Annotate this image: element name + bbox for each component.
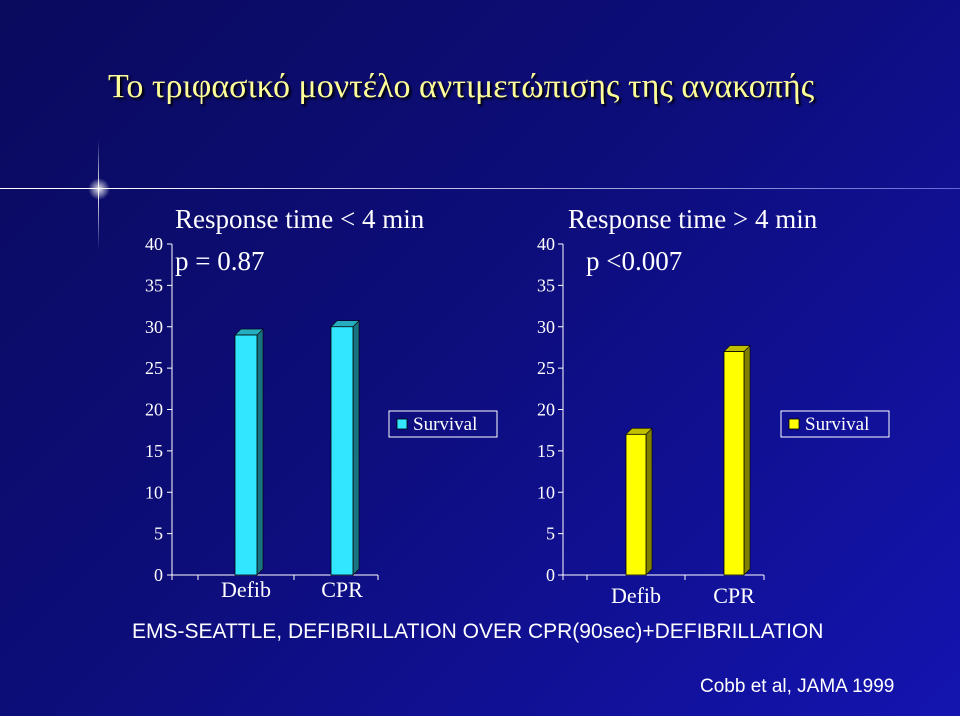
y-tick-label: 30	[145, 317, 163, 337]
chart-title: Response time < 4 min	[175, 204, 425, 234]
y-tick-label: 0	[546, 565, 555, 585]
y-tick-label: 35	[537, 275, 555, 295]
y-tick-label: 40	[537, 234, 555, 254]
y-tick-label: 0	[154, 565, 163, 585]
title-divider-line	[0, 188, 960, 189]
y-tick-label: 5	[154, 524, 163, 544]
slide-title: Το τριφασικό μοντέλο αντιμετώπισης της α…	[108, 68, 815, 105]
bar-side	[743, 344, 751, 576]
y-tick-label: 20	[145, 400, 163, 420]
bar-cpr	[723, 351, 745, 576]
y-tick-label: 10	[145, 482, 163, 502]
legend-label: Survival	[805, 414, 869, 435]
chart-subtitle: p = 0.87	[175, 246, 264, 276]
footer-note: EMS-SEATTLE, DEFIBRILLATION OVER CPR(90s…	[132, 620, 824, 643]
y-tick-label: 35	[145, 275, 163, 295]
bar-side	[352, 320, 360, 576]
bar-side	[645, 427, 653, 576]
x-tick-label: CPR	[713, 583, 755, 608]
bar-side	[256, 328, 264, 576]
legend-label: Survival	[413, 414, 477, 435]
y-tick-label: 15	[145, 441, 163, 461]
x-tick-label: CPR	[321, 577, 363, 602]
decorative-sparkle	[88, 178, 110, 200]
y-tick-label: 25	[145, 358, 163, 378]
x-tick-label: Defib	[221, 577, 271, 602]
citation: Cobb et al, JAMA 1999	[700, 676, 895, 697]
y-tick-label: 20	[537, 400, 555, 420]
bar-cpr	[330, 326, 354, 576]
legend-swatch	[788, 418, 800, 430]
legend-box	[780, 410, 890, 438]
y-tick-label: 30	[537, 317, 555, 337]
legend-swatch	[396, 418, 408, 430]
chart-subtitle: p <0.007	[586, 246, 682, 276]
bar-defib	[234, 334, 258, 576]
bar-defib	[625, 433, 647, 576]
y-tick-label: 25	[537, 358, 555, 378]
y-tick-label: 40	[145, 234, 163, 254]
chart-title: Response time > 4 min	[568, 204, 818, 234]
x-tick-label: Defib	[611, 583, 661, 608]
y-tick-label: 5	[546, 524, 555, 544]
y-tick-label: 10	[537, 482, 555, 502]
y-tick-label: 15	[537, 441, 555, 461]
legend-box	[388, 410, 498, 438]
